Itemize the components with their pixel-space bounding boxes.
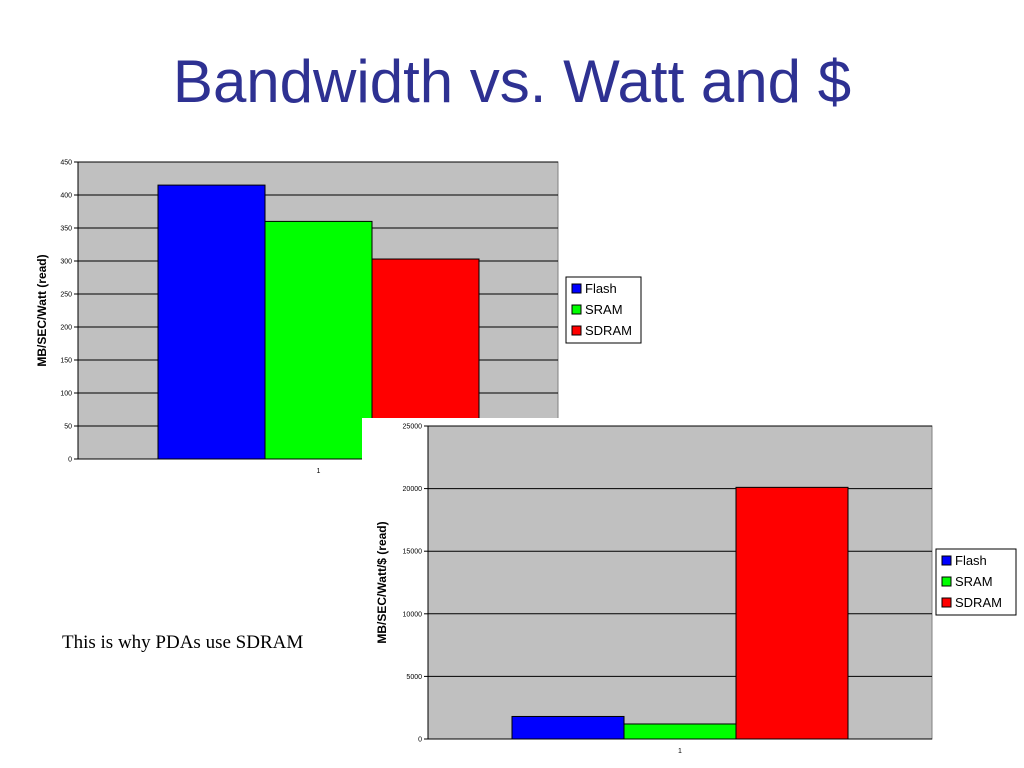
chart-bandwidth-per-watt: 0 50 100 150 200 250 300 350 400 450 1 MB/SEC/Watt …	[28, 152, 648, 482]
chart2-y-tick-label: 0	[418, 737, 422, 744]
chart-bandwidth-per-watt-per-dollar-svg: 0 5000 10000 15000 20000 25000 1 MB/SEC/Watt/$ …	[375, 424, 1017, 755]
chart1-bar-sram	[264, 220, 373, 460]
chart1-x-tick-label: 1	[317, 468, 321, 475]
chart1-bar-flash	[157, 184, 266, 460]
chart1-y-tick-label: 350	[60, 226, 72, 233]
chart2-x-tick-label: 1	[678, 748, 682, 755]
chart1-legend-label-sdram: SDRAM	[585, 323, 632, 338]
chart2-bar-sdram	[735, 486, 849, 740]
chart1-y-tick-label: 0	[68, 457, 72, 464]
chart2-y-tick-label: 10000	[403, 611, 423, 618]
chart2-y-tick-label: 15000	[403, 549, 423, 556]
chart1-y-tick-label: 400	[60, 193, 72, 200]
chart1-legend-swatch-sram	[571, 304, 582, 315]
chart1-legend-swatch-flash	[571, 283, 582, 294]
chart2-legend-label-flash: Flash	[955, 553, 987, 568]
chart2-legend-swatch-sram	[941, 576, 952, 587]
chart1-y-tick-label: 300	[60, 259, 72, 266]
chart2-legend-swatch-sdram	[941, 597, 952, 608]
chart2-y-tick-label: 20000	[403, 486, 423, 493]
chart1-legend-label-flash: Flash	[585, 281, 617, 296]
chart1-y-tick-label: 450	[60, 160, 72, 167]
chart2-y-axis-label: MB/SEC/Watt/$ (read)	[375, 521, 389, 643]
chart2-y-tick-label: 25000	[403, 424, 423, 431]
chart-bandwidth-per-watt-per-dollar: 0 5000 10000 15000 20000 25000 1 MB/SEC/Watt/$ …	[362, 418, 1024, 768]
chart1-y-axis-label: MB/SEC/Watt (read)	[35, 254, 49, 366]
chart1-y-tick-label: 50	[64, 424, 72, 431]
slide-caption: This is why PDAs use SDRAM	[62, 632, 304, 653]
chart2-bar-sram	[623, 723, 737, 740]
chart1-y-tick-label: 250	[60, 292, 72, 299]
chart2-legend-swatch-flash	[941, 555, 952, 566]
chart1-legend-label-sram: SRAM	[585, 302, 623, 317]
chart2-legend-label-sdram: SDRAM	[955, 595, 1002, 610]
chart1-y-tick-label: 100	[60, 391, 72, 398]
slide-title: Bandwidth vs. Watt and $	[172, 48, 852, 115]
chart2-legend-label-sram: SRAM	[955, 574, 993, 589]
chart1-legend-swatch-sdram	[571, 325, 582, 336]
chart1-y-tick-label: 200	[60, 325, 72, 332]
chart2-plot-area	[427, 425, 933, 740]
chart1-y-tick-label: 150	[60, 358, 72, 365]
chart2-y-tick-label: 5000	[406, 674, 422, 681]
chart2-bar-flash	[511, 715, 625, 740]
chart-bandwidth-per-watt-svg: 0 50 100 150 200 250 300 350 400 450 1 MB/SEC/Watt …	[35, 160, 642, 475]
